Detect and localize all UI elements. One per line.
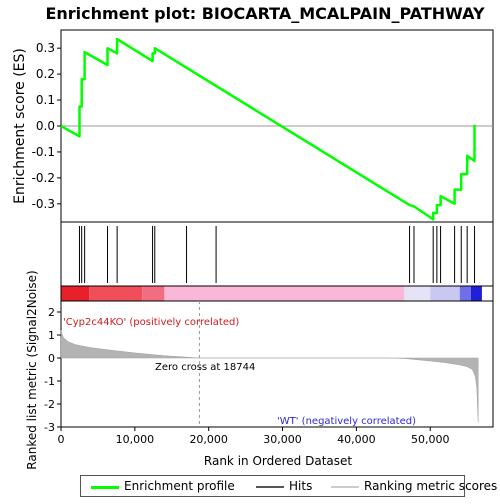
rank-bar-segment: [142, 286, 165, 301]
es-y-tick-label: 0.1: [36, 93, 55, 107]
metric-frame: [60, 300, 494, 428]
es-y-axis-label: Enrichment score (ES): [12, 48, 28, 204]
es-y-tick-label: 0.2: [36, 67, 55, 81]
metric-y-tick-label: 0: [48, 352, 55, 365]
es-y-tick-label: -0.2: [32, 171, 55, 185]
negative-correlation-label: 'WT' (negatively correlated): [277, 416, 416, 427]
legend-label-enrichment: Enrichment profile: [124, 479, 235, 493]
metric-panel: -3 -2 -1 0 1 2 'Cyp2c44KO' (positively correla…: [25, 270, 494, 470]
metric-y-tick-label: -3: [44, 421, 55, 434]
positive-correlation-label: 'Cyp2c44KO' (positively correlated): [63, 317, 239, 328]
es-panel: -0.3 -0.2 -0.1 0.0 0.1 0.2 0.3 Enrichment score…: [12, 29, 494, 223]
hits-panel: [60, 221, 494, 287]
es-y-tick-label: 0.3: [36, 41, 55, 55]
metric-y-tick-label: -1: [44, 375, 55, 388]
ranking-color-bar: [60, 285, 494, 302]
metric-y-axis-label: Ranked list metric (Signal2Noise): [25, 270, 39, 469]
hits-frame: [60, 221, 494, 287]
enrichment-profile-line: [60, 37, 476, 221]
metric-y-tick-label: -2: [44, 398, 55, 411]
legend-label-hits: Hits: [289, 479, 313, 493]
x-tick-label: 10,000: [116, 433, 155, 446]
rank-bar-segment: [430, 286, 460, 301]
x-tick-label: 40,000: [337, 433, 376, 446]
rank-bar-segment: [89, 286, 143, 301]
metric-y-tick-label: 1: [48, 329, 55, 342]
rank-bar-segment: [61, 286, 90, 301]
rank-bar-segment: [459, 286, 471, 301]
rank-bar-segment: [404, 286, 431, 301]
legend: Enrichment profile Hits Ranking metric s…: [80, 475, 497, 497]
metric-y-tick-label: 2: [48, 306, 55, 319]
ranking-metric-area: [60, 330, 479, 423]
rank-bar-segment: [164, 286, 405, 301]
x-tick-label: 30,000: [263, 433, 302, 446]
x-tick-label: 20,000: [189, 433, 228, 446]
x-tick-label: 50,000: [411, 433, 450, 446]
legend-swatch-enrichment: [91, 486, 119, 489]
x-tick-label: 0: [58, 433, 65, 446]
chart-title: Enrichment plot: BIOCARTA_MCALPAIN_PATHW…: [45, 4, 484, 23]
legend-swatch-ranking: [331, 486, 359, 488]
rank-bar-segment: [470, 286, 482, 301]
legend-swatch-hits: [256, 486, 284, 488]
es-y-tick-label: 0.0: [36, 119, 55, 133]
x-axis-label: Rank in Ordered Dataset: [204, 454, 352, 468]
zero-cross-label: Zero cross at 18744: [155, 362, 255, 373]
legend-label-ranking: Ranking metric scores: [364, 479, 498, 493]
es-y-tick-label: -0.1: [32, 145, 55, 159]
es-y-tick-label: -0.3: [32, 197, 55, 211]
